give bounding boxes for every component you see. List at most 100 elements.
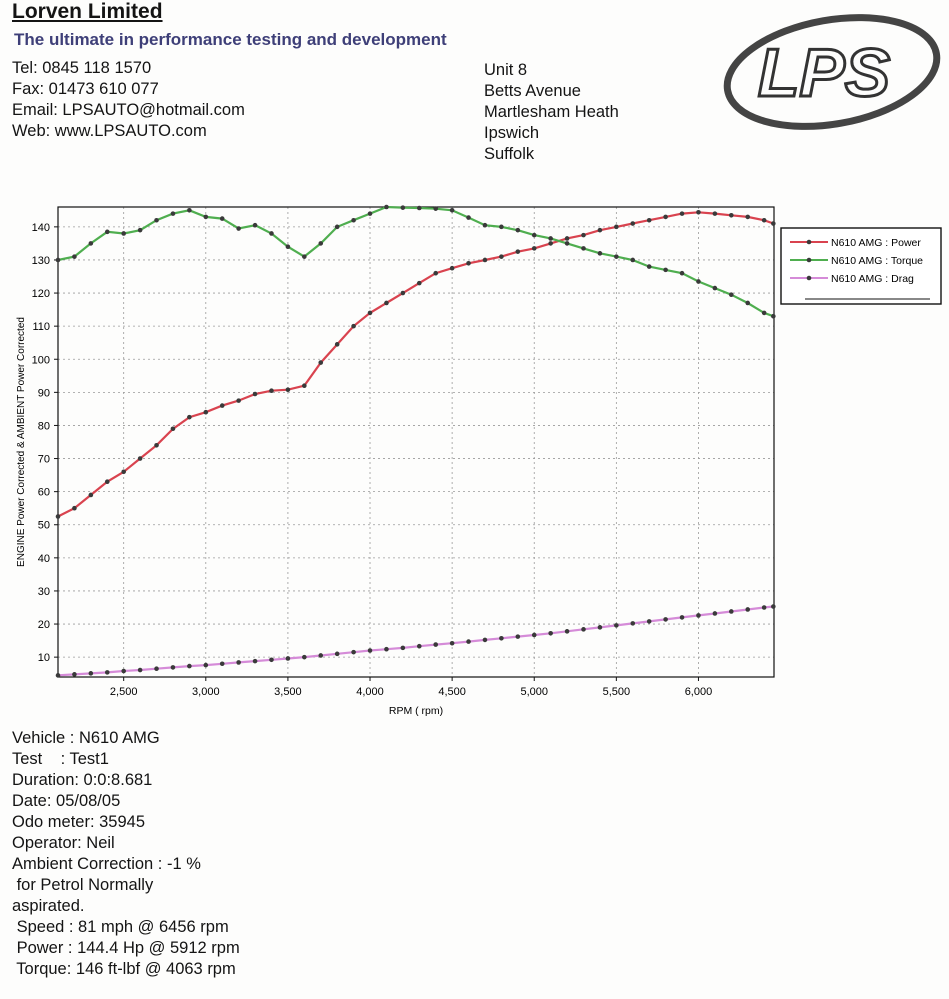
data-point [302, 654, 307, 660]
data-point [581, 627, 586, 632]
legend-marker [806, 239, 812, 245]
data-point [696, 209, 701, 215]
contact-block: Tel: 0845 118 1570 Fax: 01473 610 077 Em… [12, 58, 245, 142]
data-point [630, 621, 636, 626]
data-point [433, 270, 439, 276]
data-point [466, 639, 471, 644]
data-point [449, 208, 455, 213]
data-point [416, 643, 422, 649]
data-point [351, 217, 356, 223]
data-point [219, 403, 225, 408]
data-point [137, 456, 143, 461]
data-point [466, 260, 471, 266]
data-point [72, 505, 77, 511]
data-point [614, 254, 619, 259]
x-tick-label: 4,000 [356, 686, 384, 698]
data-point [170, 665, 176, 670]
company-name: Lorven Limited [12, 0, 163, 23]
data-point [548, 241, 553, 246]
data-point [285, 387, 291, 393]
data-point [236, 398, 241, 403]
y-tick-label: 70 [38, 454, 50, 466]
data-point [548, 631, 553, 636]
test-line: Test : Test1 [12, 750, 109, 768]
x-axis-label: RPM ( rpm) [389, 705, 443, 717]
y-tick-label: 100 [32, 354, 50, 366]
data-point [302, 383, 307, 389]
phone-line: Tel: 0845 118 1570 [12, 59, 152, 77]
data-point [88, 241, 94, 246]
aspiration-line: aspirated. [12, 897, 85, 915]
y-tick-label: 90 [38, 387, 50, 399]
data-point [285, 244, 291, 250]
data-point [121, 668, 126, 674]
data-point [630, 221, 636, 226]
data-point [531, 232, 537, 238]
data-point [771, 221, 776, 226]
data-point [433, 642, 439, 647]
data-point [531, 246, 537, 251]
data-point [252, 222, 258, 228]
y-tick-label: 140 [32, 222, 50, 234]
data-point [170, 426, 176, 432]
data-point [318, 653, 324, 658]
data-point [137, 667, 143, 673]
data-point [203, 409, 209, 415]
chart-legend: N610 AMG : Power N610 AMG : Torque N610 AM… [780, 227, 942, 305]
legend-label: N610 AMG : Power [831, 237, 921, 249]
data-point [367, 648, 373, 653]
data-point [761, 605, 767, 610]
data-point [334, 651, 340, 657]
data-point [712, 611, 718, 616]
series-line [57, 211, 774, 518]
data-point [499, 254, 504, 259]
data-point [663, 267, 668, 273]
test-details: Vehicle : N610 AMG Test : Test1 Duration… [12, 728, 240, 980]
x-axis: 2,500 3,000 3,500 4,000 4,500 5,000 5,500 6,000 [110, 677, 712, 698]
address-line: Ipswich [484, 124, 540, 142]
data-point [745, 607, 751, 612]
data-point [729, 292, 734, 298]
series-line [57, 605, 774, 677]
logo-text: LPS [758, 35, 890, 111]
data-point [679, 615, 685, 620]
data-point [581, 232, 586, 238]
address-line: Unit 8 [484, 61, 528, 79]
data-point [154, 217, 159, 223]
data-point [318, 241, 324, 246]
data-point [154, 666, 159, 672]
chart-grid [58, 207, 774, 677]
data-point [771, 604, 776, 609]
data-point [384, 204, 389, 210]
data-point [482, 222, 488, 228]
y-axis-label: ENGINE Power Corrected & AMBIENT Power C… [16, 317, 27, 567]
y-tick-label: 110 [32, 321, 50, 333]
x-tick-label: 4,500 [438, 686, 466, 698]
data-point [564, 241, 570, 246]
lps-logo: LPS [723, 14, 941, 130]
data-point [121, 469, 126, 475]
data-point [367, 211, 373, 216]
data-point [416, 205, 422, 211]
data-point [515, 249, 521, 254]
address-block: Unit 8 Betts Avenue Martlesham Heath Ips… [484, 60, 619, 165]
data-point [384, 300, 389, 306]
data-point [745, 300, 751, 306]
data-point [771, 313, 776, 319]
x-tick-label: 2,500 [110, 686, 138, 698]
data-point [55, 257, 61, 263]
data-point [564, 629, 570, 634]
data-point [236, 660, 241, 665]
data-point [646, 264, 652, 269]
x-tick-label: 5,000 [520, 686, 548, 698]
torque-line: Torque: 146 ft-lbf @ 4063 rpm [12, 960, 236, 978]
data-point [499, 635, 504, 641]
data-point [104, 229, 110, 235]
data-point [252, 391, 258, 397]
data-point [72, 672, 77, 677]
data-point [712, 285, 718, 291]
data-point [400, 290, 406, 296]
x-tick-label: 6,000 [685, 686, 713, 698]
data-point [531, 632, 537, 638]
date-line: Date: 05/08/05 [12, 792, 121, 810]
